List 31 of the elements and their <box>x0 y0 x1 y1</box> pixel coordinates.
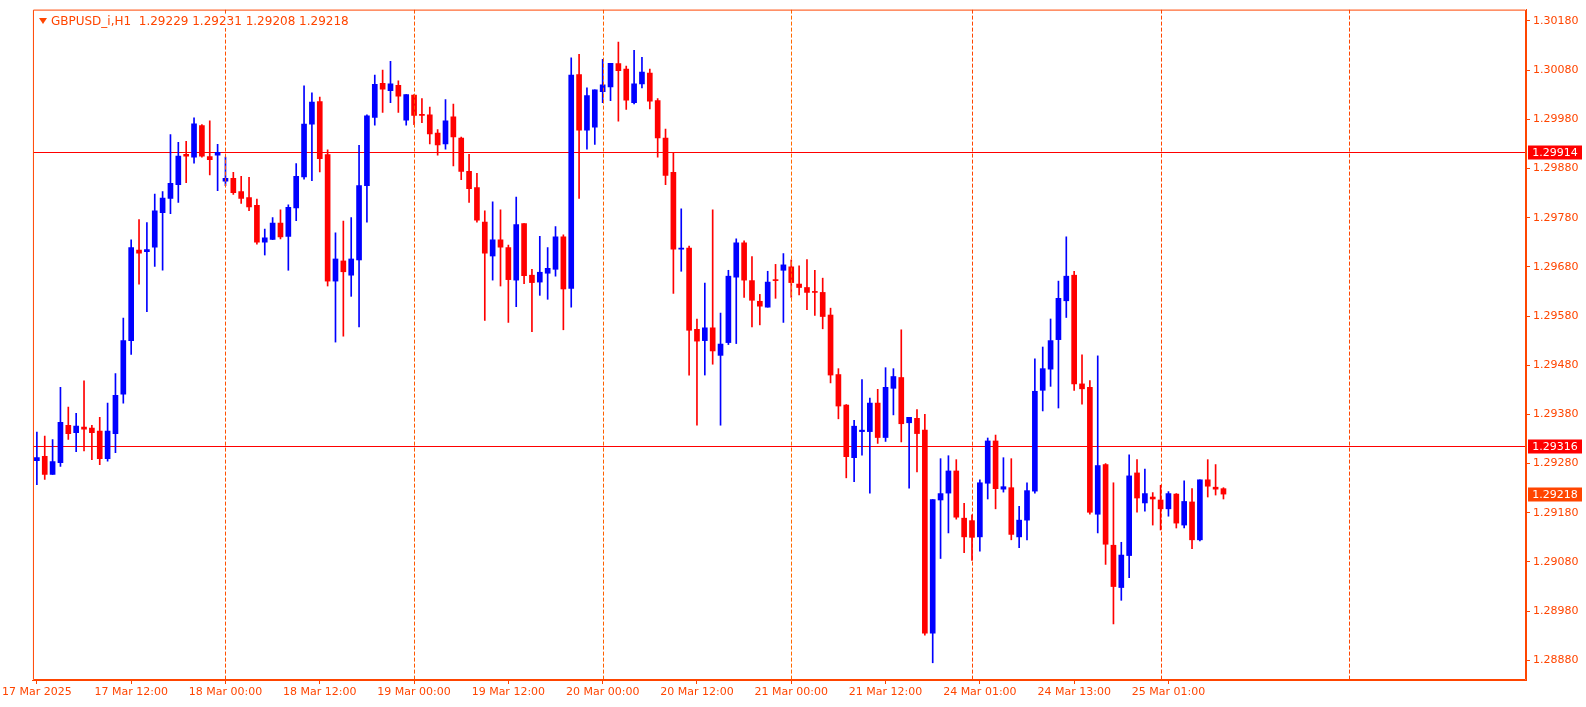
y-tick-label: 1.29680 <box>1533 259 1579 273</box>
ref-line-label: 1.29914 <box>1532 145 1578 159</box>
y-tick-label: 1.29980 <box>1533 112 1579 126</box>
y-tick-label: 1.29280 <box>1533 456 1579 470</box>
x-tick-label: 24 Mar 01:00 <box>943 685 1017 699</box>
x-tick-label: 19 Mar 12:00 <box>471 685 546 699</box>
x-tick-label: 17 Mar 2025 <box>2 685 72 699</box>
x-tick-label: 17 Mar 12:00 <box>94 685 168 699</box>
x-tick-label: 19 Mar 00:00 <box>377 685 451 699</box>
x-tick-label: 21 Mar 00:00 <box>754 685 828 699</box>
x-tick-label: 25 Mar 01:00 <box>1131 685 1206 699</box>
x-tick-label: 18 Mar 00:00 <box>188 685 263 699</box>
text: 1.29218 <box>1532 487 1578 501</box>
x-tick-label: 20 Mar 12:00 <box>660 685 734 699</box>
ref-line-label: 1.29316 <box>1532 439 1578 453</box>
y-tick-label: 1.29880 <box>1533 161 1579 175</box>
x-tick-label: 18 Mar 12:00 <box>283 685 357 699</box>
y-tick-label: 1.28980 <box>1533 604 1579 617</box>
y-tick-label: 1.29780 <box>1533 210 1579 224</box>
x-tick-label: 21 Mar 12:00 <box>848 685 923 699</box>
y-tick-label: 1.29580 <box>1533 308 1579 322</box>
y-tick-label: 1.29180 <box>1533 505 1579 519</box>
y-tick-label: 1.28880 <box>1533 653 1579 667</box>
y-tick-label: 1.30180 <box>1533 13 1579 27</box>
chart-title: GBPUSD_i,H1 1.29229 1.29231 1.29208 1.29218 <box>50 13 349 28</box>
y-tick-label: 1.29380 <box>1533 407 1579 421</box>
y-tick-label: 1.29080 <box>1533 554 1579 568</box>
y-tick-label: 1.29480 <box>1533 358 1579 372</box>
y-tick-label: 1.30080 <box>1533 62 1579 76</box>
x-tick-label: 24 Mar 13:00 <box>1037 685 1111 699</box>
x-tick-label: 20 Mar 00:00 <box>565 685 640 699</box>
